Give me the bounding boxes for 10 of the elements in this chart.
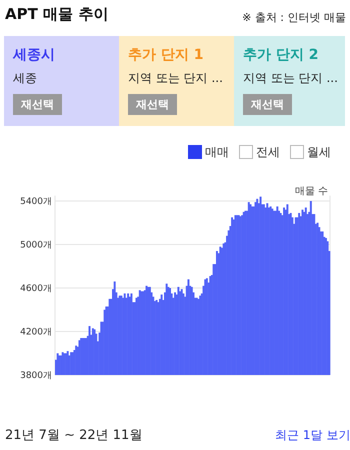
title: APT 매물 추이 [5,5,108,24]
y-tick-label: 4200개 [20,328,52,338]
y-axis-title: 매물 수 [294,186,328,197]
y-tick-label: 5400개 [20,197,52,207]
y-tick-label: 4600개 [20,284,52,294]
link: 최근 1달 보기 [275,427,350,444]
source: ※ 출처 : 인터넷 매물 [242,10,346,25]
y-tick-label: 5000개 [20,240,52,250]
y-tick-label: 3800개 [20,371,52,381]
date-range: 21년 7월 ~ 22년 11월 [5,427,142,444]
